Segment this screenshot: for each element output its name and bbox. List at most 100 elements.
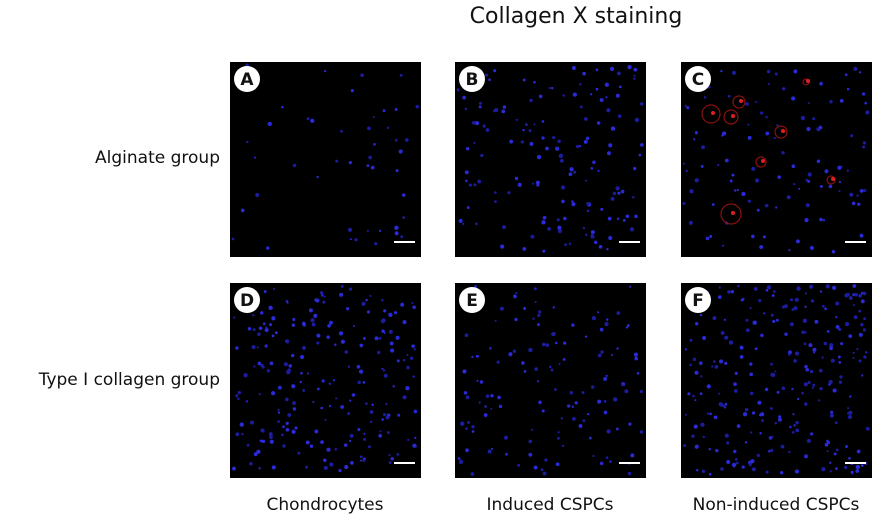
nucleus	[540, 468, 544, 472]
nucleus	[821, 304, 825, 308]
nucleus	[373, 143, 376, 146]
nucleus	[858, 309, 862, 313]
micrograph-panel: F	[681, 283, 872, 478]
nucleus	[281, 433, 284, 437]
column-label: Non-induced CSPCs	[693, 495, 860, 515]
nucleus	[607, 216, 612, 221]
nucleus	[809, 245, 814, 250]
nucleus	[522, 78, 526, 82]
nucleus	[574, 401, 578, 405]
nucleus	[862, 291, 867, 296]
nucleus	[361, 301, 366, 306]
nucleus	[541, 120, 545, 123]
nucleus	[277, 420, 280, 423]
nucleus	[829, 343, 834, 348]
nucleus	[302, 389, 306, 392]
nucleus	[757, 400, 762, 405]
nucleus	[555, 462, 560, 467]
stain-ring	[732, 95, 746, 109]
nucleus	[285, 397, 289, 402]
nucleus	[794, 297, 799, 302]
nucleus	[683, 444, 687, 448]
nucleus	[246, 140, 249, 144]
nucleus	[606, 429, 611, 434]
nucleus	[599, 98, 604, 103]
nucleus	[243, 373, 248, 378]
nucleus	[603, 410, 608, 415]
nucleus	[378, 229, 382, 232]
nucleus	[558, 153, 564, 159]
nucleus	[806, 126, 811, 132]
nucleus	[727, 94, 731, 98]
nucleus	[480, 153, 484, 158]
nucleus	[722, 131, 727, 136]
nucleus	[834, 421, 838, 425]
nucleus	[411, 344, 415, 348]
nucleus	[819, 386, 823, 391]
nucleus	[323, 295, 326, 298]
nucleus	[807, 172, 812, 177]
nucleus	[689, 338, 693, 342]
nucleus	[264, 344, 268, 348]
nucleus	[306, 117, 310, 121]
nucleus	[756, 208, 760, 212]
nucleus	[832, 388, 837, 393]
nucleus	[352, 324, 356, 328]
nucleus	[863, 355, 867, 359]
nucleus	[332, 379, 336, 382]
nucleus	[760, 111, 764, 115]
nucleus	[700, 422, 705, 427]
nucleus	[798, 187, 801, 190]
nucleus	[838, 328, 841, 331]
nucleus	[788, 450, 791, 454]
nucleus	[528, 129, 532, 133]
nucleus	[249, 461, 253, 466]
nucleus	[682, 201, 686, 205]
nucleus	[628, 422, 632, 426]
nucleus	[397, 413, 401, 417]
nucleus	[545, 343, 550, 347]
nucleus	[835, 301, 840, 306]
nucleus	[271, 316, 276, 321]
nucleus	[463, 391, 468, 395]
nucleus	[751, 166, 756, 171]
nucleus	[791, 387, 794, 391]
nucleus	[512, 349, 517, 353]
nucleus	[542, 249, 546, 253]
nucleus	[606, 247, 609, 251]
nucleus	[629, 227, 635, 232]
nucleus	[390, 348, 395, 353]
nucleus	[286, 301, 289, 304]
nucleus	[823, 341, 828, 346]
nucleus	[721, 244, 725, 247]
nucleus	[277, 408, 280, 412]
nucleus	[608, 235, 613, 241]
nucleus	[747, 123, 750, 126]
nucleus	[399, 73, 403, 77]
nucleus	[712, 316, 717, 321]
nucleus	[584, 117, 588, 121]
nucleus	[771, 373, 776, 378]
nucleus	[765, 115, 768, 119]
nucleus	[767, 82, 770, 85]
nucleus	[807, 380, 811, 385]
nucleus	[320, 440, 324, 445]
nucleus	[405, 386, 410, 391]
nucleus	[292, 163, 297, 168]
nucleus	[858, 359, 862, 363]
nucleus	[854, 292, 858, 297]
nucleus	[476, 354, 480, 358]
nucleus	[271, 465, 276, 470]
nucleus	[802, 318, 808, 324]
nucleus	[734, 371, 738, 376]
nucleus	[775, 318, 779, 322]
nucleus	[581, 391, 585, 395]
nucleus	[714, 365, 719, 369]
nucleus	[699, 313, 703, 317]
nucleus	[789, 425, 792, 429]
nucleus	[366, 164, 370, 168]
nucleus	[844, 322, 850, 327]
nucleus	[830, 358, 835, 363]
nucleus	[474, 285, 477, 288]
